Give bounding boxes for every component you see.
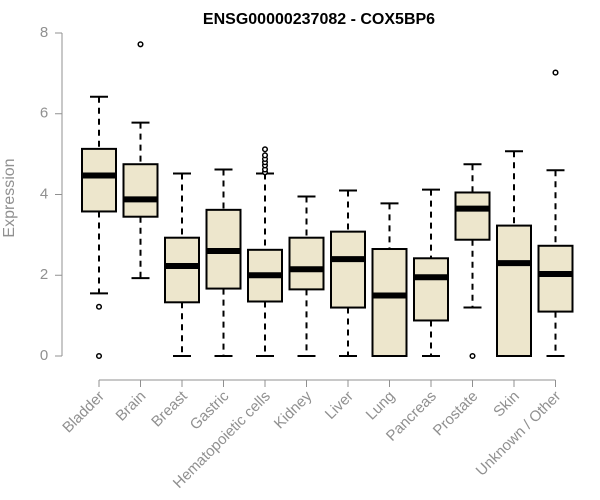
iqr-box <box>164 236 200 304</box>
box-lung <box>371 202 408 358</box>
box-unknown-other <box>537 69 574 357</box>
iqr-box <box>288 236 325 291</box>
x-category-label: Liver <box>322 388 357 423</box>
x-category-label: Lung <box>363 388 399 424</box>
outlier-point <box>469 352 476 360</box>
box-pancreas <box>413 188 449 357</box>
iqr-box <box>81 147 117 213</box>
box-brain <box>122 41 159 280</box>
x-category-label: Kidney <box>271 387 316 432</box>
iqr-box <box>330 230 366 309</box>
x-category-label: Breast <box>148 387 191 430</box>
boxes <box>81 41 574 360</box>
y-tick-label: 2 <box>40 266 48 283</box>
outlier-point <box>261 146 269 153</box>
iqr-box <box>413 257 449 322</box>
y-tick-label: 4 <box>40 185 48 202</box>
box-skin <box>496 150 532 357</box>
x-category-label: Bladder <box>59 388 108 437</box>
outlier-point <box>137 41 144 48</box>
outlier-point <box>552 69 559 76</box>
iqr-box <box>537 244 574 313</box>
y-tick-label: 6 <box>40 105 48 122</box>
outlier-point <box>95 303 103 310</box>
box-gastric <box>205 168 242 357</box>
iqr-box <box>454 191 491 241</box>
outlier-point <box>95 352 103 360</box>
x-category-label: Prostate <box>430 388 482 440</box>
box-liver <box>330 189 366 357</box>
iqr-box <box>496 224 532 357</box>
iqr-box <box>122 163 159 218</box>
box-kidney <box>288 195 325 357</box>
y-tick-label: 8 <box>40 24 48 41</box>
box-hematopoietic-cells <box>247 146 283 357</box>
iqr-box <box>371 248 408 358</box>
x-category-label: Skin <box>490 388 523 421</box>
box-bladder <box>81 95 117 360</box>
box-prostate <box>454 163 491 360</box>
chart-title: ENSG00000237082 - COX5BP6 <box>203 11 435 28</box>
outlier-point <box>261 152 269 159</box>
x-category-label: Brain <box>113 388 150 425</box>
box-breast <box>164 172 200 357</box>
y-tick-label: 0 <box>40 347 48 364</box>
y-axis-label: Expression <box>1 158 18 237</box>
